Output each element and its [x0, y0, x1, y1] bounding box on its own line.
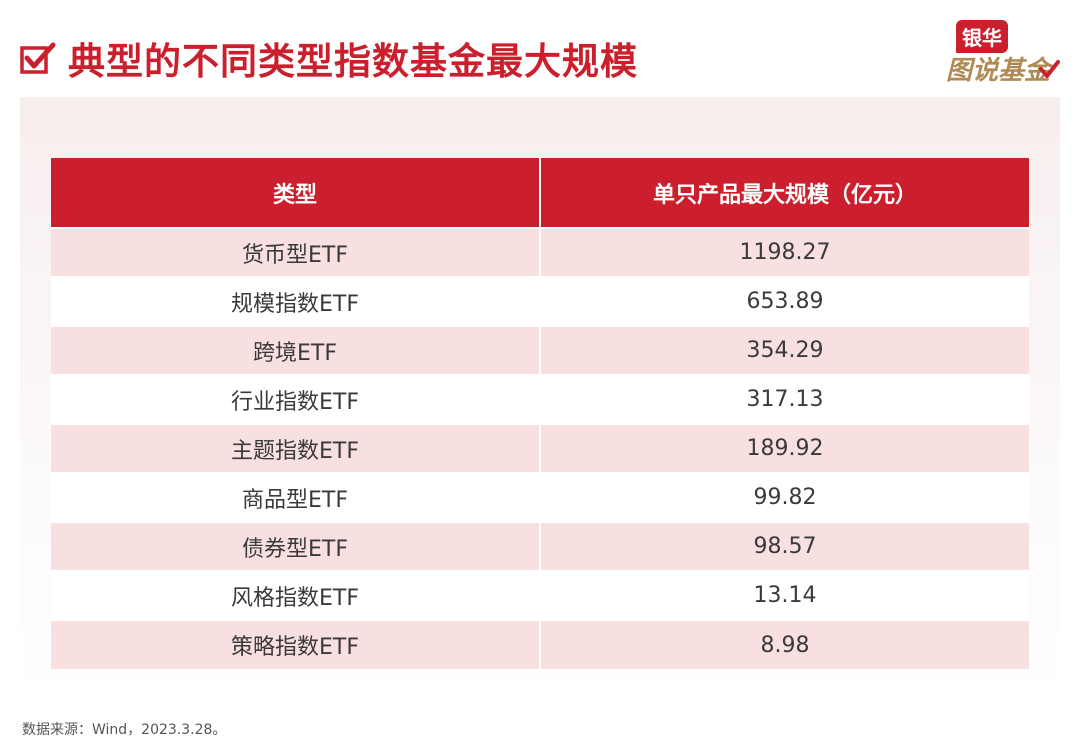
- data-source-footnote: 数据来源：Wind，2023.3.28。: [22, 722, 227, 738]
- cell-type: 行业指数ETF: [51, 374, 541, 424]
- cell-max-size: 653.89: [540, 276, 1029, 326]
- cell-max-size: 13.14: [540, 570, 1029, 620]
- brand-logo: 银华 图说基金: [936, 20, 1060, 86]
- header-type: 类型: [51, 158, 541, 228]
- logo-check-icon: [1038, 58, 1060, 80]
- header: 典型的不同类型指数基金最大规模: [20, 28, 638, 88]
- page-title: 典型的不同类型指数基金最大规模: [68, 40, 638, 83]
- cell-type: 债券型ETF: [51, 521, 541, 571]
- cell-type: 主题指数ETF: [51, 423, 541, 473]
- cell-max-size: 99.82: [540, 472, 1029, 522]
- table-header-row: 类型 单只产品最大规模（亿元）: [51, 158, 1029, 228]
- cell-type: 策略指数ETF: [51, 619, 541, 669]
- checkbox-check-icon: [20, 40, 56, 76]
- cell-type: 规模指数ETF: [51, 276, 541, 326]
- etf-size-table: 类型 单只产品最大规模（亿元） 货币型ETF 1198.27 规模指数ETF 6…: [51, 158, 1029, 669]
- cell-max-size: 98.57: [540, 521, 1029, 571]
- cell-type: 风格指数ETF: [51, 570, 541, 620]
- table-row: 商品型ETF 99.82: [51, 472, 1029, 522]
- table-row: 主题指数ETF 189.92: [51, 423, 1029, 473]
- table-row: 风格指数ETF 13.14: [51, 570, 1029, 620]
- table-row: 策略指数ETF 8.98: [51, 619, 1029, 669]
- table-row: 行业指数ETF 317.13: [51, 374, 1029, 424]
- table-row: 货币型ETF 1198.27: [51, 227, 1029, 277]
- cell-max-size: 317.13: [540, 374, 1029, 424]
- table-row: 规模指数ETF 653.89: [51, 276, 1029, 326]
- cell-type: 商品型ETF: [51, 472, 541, 522]
- cell-max-size: 8.98: [540, 619, 1029, 669]
- table-row: 债券型ETF 98.57: [51, 521, 1029, 571]
- logo-subtitle-text: 图说基金: [945, 56, 1050, 86]
- table-row: 跨境ETF 354.29: [51, 325, 1029, 375]
- cell-max-size: 1198.27: [540, 227, 1029, 277]
- logo-brand-text: 银华: [956, 20, 1008, 53]
- header-max-size: 单只产品最大规模（亿元）: [540, 158, 1029, 228]
- cell-type: 跨境ETF: [51, 325, 541, 375]
- cell-max-size: 189.92: [540, 423, 1029, 473]
- cell-type: 货币型ETF: [51, 227, 541, 277]
- cell-max-size: 354.29: [540, 325, 1029, 375]
